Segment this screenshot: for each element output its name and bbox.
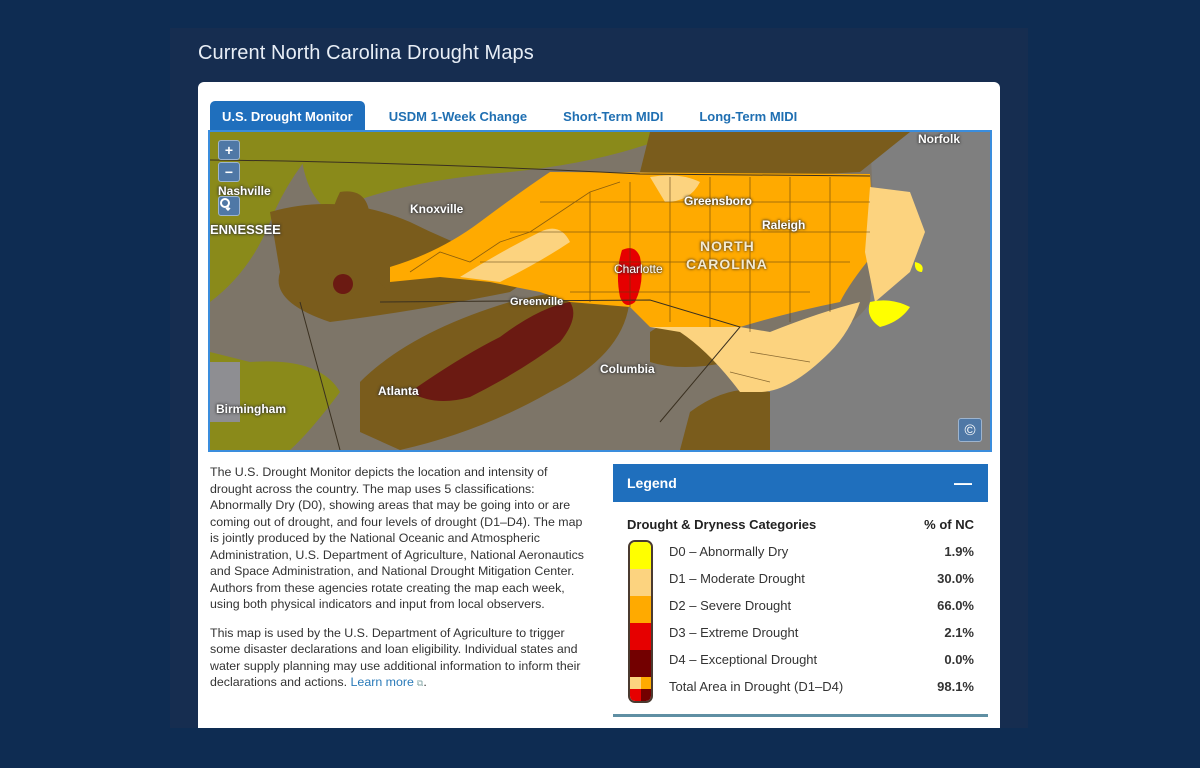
copyright-icon: ©: [964, 421, 976, 439]
legend-row-d1: D1 – Moderate Drought 30.0%: [669, 571, 974, 586]
map-label-greensboro: Greensboro: [684, 194, 753, 208]
legend-row-d0: D0 – Abnormally Dry 1.9%: [669, 544, 974, 559]
map-label-carolina: CAROLINA: [686, 256, 768, 272]
legend-swatch-bar: [628, 540, 653, 703]
map-label-charlotte: Charlotte: [614, 262, 663, 276]
map-label-nashville: Nashville: [218, 184, 271, 198]
tab-usdm-1-week-change[interactable]: USDM 1-Week Change: [388, 108, 528, 124]
tab-long-term-midi[interactable]: Long-Term MIDI: [699, 108, 798, 124]
legend-row-d2: D2 – Severe Drought 66.0%: [669, 598, 974, 613]
map-label-columbia: Columbia: [600, 362, 655, 376]
description-paragraph-1: The U.S. Drought Monitor depicts the loc…: [210, 465, 584, 611]
swatch-d4: [630, 650, 651, 677]
tab-us-drought-monitor[interactable]: U.S. Drought Monitor: [210, 101, 365, 131]
swatch-d2: [630, 596, 651, 623]
swatch-total: [630, 677, 651, 701]
page-title: Current North Carolina Drought Maps: [198, 42, 534, 64]
map-description: The U.S. Drought Monitor depicts the loc…: [210, 464, 590, 704]
swatch-d3: [630, 623, 651, 650]
drought-map[interactable]: Nashville ENNESSEE Knoxville Greensboro …: [208, 130, 992, 452]
description-paragraph-2: This map is used by the U.S. Department …: [210, 625, 581, 690]
collapse-icon[interactable]: —: [954, 472, 972, 493]
drought-maps-panel: Current North Carolina Drought Maps U.S.…: [170, 28, 1028, 728]
map-label-raleigh: Raleigh: [762, 218, 806, 232]
legend-row-total: Total Area in Drought (D1–D4) 98.1%: [669, 679, 974, 694]
legend-row-d3: D3 – Extreme Drought 2.1%: [669, 625, 974, 640]
legend-divider: [613, 714, 988, 717]
legend-column-headers: Drought & Dryness Categories % of NC: [613, 517, 988, 532]
zoom-in-button[interactable]: +: [218, 140, 240, 160]
legend-col-percent: % of NC: [924, 517, 974, 532]
legend-col-category: Drought & Dryness Categories: [627, 517, 817, 532]
locate-button[interactable]: [218, 196, 240, 216]
map-label-north: NORTH: [700, 238, 755, 254]
map-tabs: U.S. Drought Monitor USDM 1-Week Change …: [210, 101, 821, 131]
zoom-control: + −: [218, 140, 240, 182]
map-label-greenville: Greenville: [510, 296, 564, 308]
legend-title: Legend: [627, 475, 677, 491]
attribution-button[interactable]: ©: [958, 418, 982, 442]
map-label-atlanta: Atlanta: [378, 384, 419, 398]
locate-icon: [220, 198, 231, 211]
legend-panel: Legend — Drought & Dryness Categories % …: [613, 464, 988, 703]
external-link-icon: ⧉: [416, 678, 424, 688]
map-label-birmingham: Birmingham: [216, 402, 287, 416]
legend-header[interactable]: Legend —: [613, 464, 988, 502]
map-card: U.S. Drought Monitor USDM 1-Week Change …: [198, 82, 1000, 728]
legend-row-d4: D4 – Exceptional Drought 0.0%: [669, 652, 974, 667]
swatch-d0: [630, 542, 651, 569]
learn-more-link[interactable]: Learn more ⧉: [350, 675, 424, 689]
legend-body: D0 – Abnormally Dry 1.9% D1 – Moderate D…: [613, 538, 988, 703]
map-label-knoxville: Knoxville: [410, 202, 464, 216]
zoom-out-button[interactable]: −: [218, 162, 240, 182]
drought-map-graphic: [210, 132, 990, 450]
map-label-norfolk: Norfolk: [918, 132, 960, 146]
swatch-d1: [630, 569, 651, 596]
tab-short-term-midi[interactable]: Short-Term MIDI: [563, 108, 664, 124]
map-label-tennessee: ENNESSEE: [210, 222, 281, 237]
